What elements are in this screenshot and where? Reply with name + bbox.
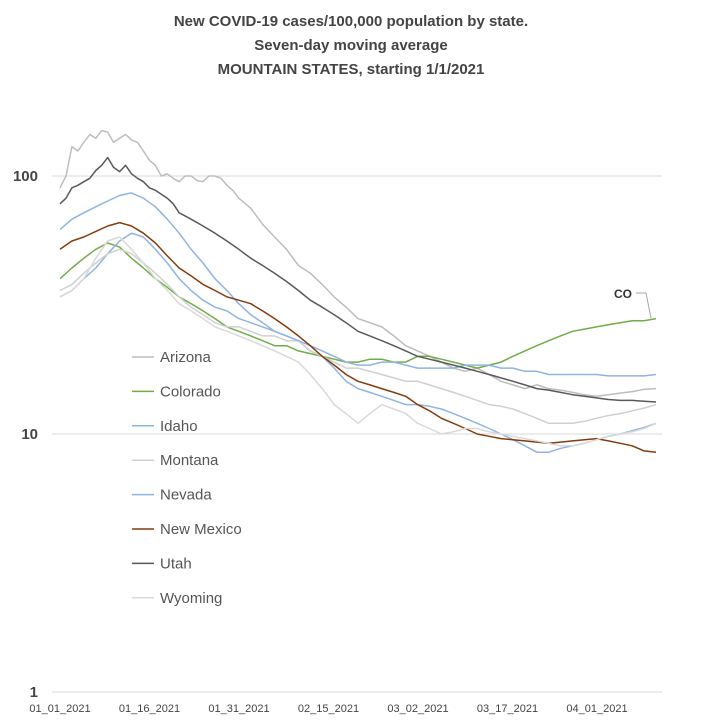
series-line-montana [59,248,657,425]
legend-label: Montana [160,452,219,469]
x-tick-label: 01_16_2021 [119,703,180,715]
chart-title-line-2: Seven-day moving average [254,37,447,54]
x-tick-label: 03_02_2021 [387,703,448,715]
legend-label: Idaho [160,418,198,435]
annotations: CO [614,287,652,319]
series-line-utah [59,156,657,403]
series-line-new-mexico [59,221,657,453]
y-tick-label: 1 [30,684,38,701]
gridlines [52,175,662,693]
y-tick-label: 100 [13,168,38,185]
x-tick-label: 02_15_2021 [298,703,359,715]
annotation-leader-line [636,292,652,319]
y-axis-ticks: 100 10 1 [13,168,38,701]
chart-title-line-1: New COVID-19 cases/100,000 population by… [174,13,528,30]
y-tick-label: 10 [21,426,38,443]
x-tick-label: 01_01_2021 [29,703,90,715]
series-lines [59,129,657,453]
chart-title-line-3: MOUNTAIN STATES, starting 1/1/2021 [218,61,485,78]
legend: Arizona Colorado Idaho Montana Nevada New Mex… [132,349,242,607]
legend-label: Nevada [160,487,212,504]
x-tick-label: 04_01_2021 [566,703,627,715]
series-line-arizona [59,129,657,398]
legend-label: Arizona [160,349,212,366]
x-tick-label: 03_17_2021 [477,703,538,715]
annotation-label: CO [614,287,632,301]
legend-label: Colorado [160,383,221,400]
x-axis-ticks: 01_01_2021 01_16_2021 01_31_2021 02_15_2021… [29,703,627,715]
series-line-nevada [59,192,657,377]
x-tick-label: 01_31_2021 [208,703,269,715]
series-line-wyoming [59,236,657,447]
legend-label: Wyoming [160,590,222,607]
series-line-idaho [59,232,657,453]
legend-label: Utah [160,555,192,572]
legend-label: New Mexico [160,521,242,538]
